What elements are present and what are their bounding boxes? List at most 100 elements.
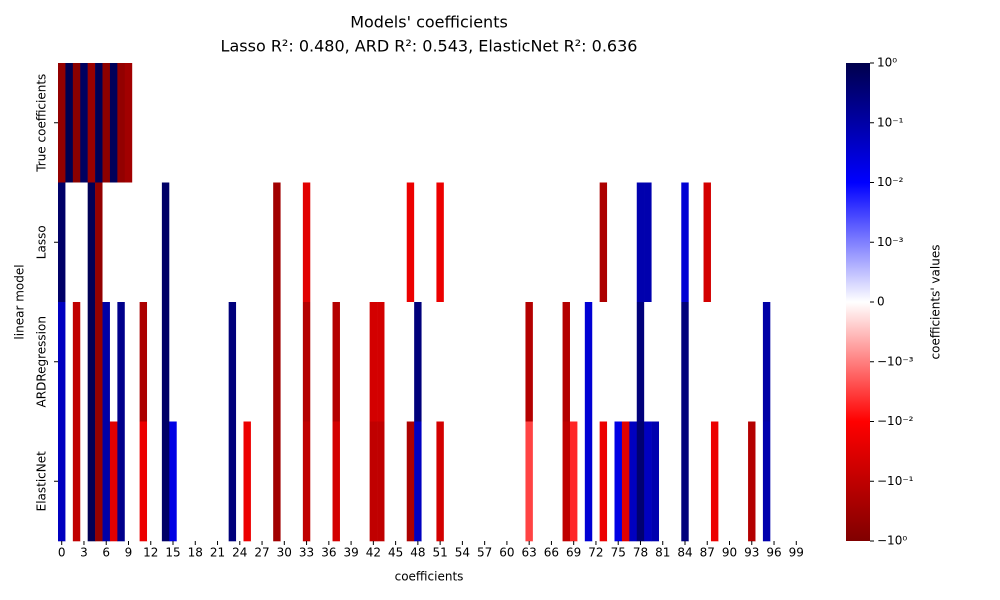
heatmap-cell [777, 421, 786, 542]
x-tick-label: 18 [188, 546, 203, 560]
heatmap-cell [347, 302, 356, 422]
heatmap-cell [733, 182, 741, 303]
heatmap-cell [555, 63, 563, 183]
heatmap-cell [540, 63, 549, 183]
heatmap-cell [176, 421, 185, 542]
x-tick-label: 33 [299, 546, 314, 560]
heatmap-cell [755, 302, 764, 422]
heatmap-cell [770, 182, 779, 303]
heatmap-cell [354, 302, 363, 422]
heatmap-cell [518, 63, 526, 183]
x-tick-label: 39 [343, 546, 358, 560]
heatmap-cell [673, 302, 682, 422]
heatmap-cell [72, 302, 81, 422]
heatmap-cell [206, 63, 215, 183]
heatmap-cell [547, 182, 556, 303]
x-tick-label: 48 [410, 546, 425, 560]
x-axis-label: coefficients [395, 570, 464, 584]
heatmap-cell [569, 182, 578, 303]
heatmap-cell [176, 63, 185, 183]
heatmap-cell [429, 302, 437, 422]
heatmap-cell [629, 302, 638, 422]
heatmap-cell [436, 302, 445, 422]
heatmap-cell [421, 63, 430, 183]
heatmap-cell [569, 421, 578, 542]
heatmap-cell [109, 63, 118, 183]
heatmap-cell [495, 182, 504, 303]
heatmap-cell [488, 182, 497, 303]
heatmap-cell [406, 421, 415, 542]
y-tick-label: ARDRegression [35, 316, 49, 407]
heatmap-cell [369, 182, 378, 303]
heatmap-cell [124, 421, 133, 542]
heatmap-cell [473, 421, 482, 542]
heatmap-cell [451, 421, 459, 542]
heatmap-cell [696, 63, 704, 183]
heatmap-cell [339, 63, 348, 183]
heatmap-cell [147, 63, 155, 183]
heatmap-cell [762, 182, 771, 303]
heatmap-cell [213, 421, 222, 542]
heatmap-cell [725, 302, 734, 422]
heatmap-cell [332, 63, 341, 183]
heatmap-cell [703, 421, 712, 542]
heatmap-cell [184, 302, 192, 422]
x-tick-label: 51 [432, 546, 447, 560]
heatmap-cell [273, 182, 281, 303]
heatmap-cell [703, 302, 712, 422]
heatmap-cell [762, 63, 771, 183]
heatmap-cell [273, 302, 281, 422]
heatmap-cell [599, 182, 608, 303]
heatmap-cell [384, 421, 393, 542]
heatmap-cell [288, 63, 296, 183]
heatmap-cell [666, 302, 675, 422]
heatmap-cell [569, 302, 578, 422]
heatmap-cell [466, 302, 474, 422]
heatmap-cell [95, 421, 103, 542]
heatmap-cell [295, 421, 304, 542]
heatmap-cell [310, 302, 318, 422]
heatmap-cell [584, 302, 593, 422]
heatmap-cell [339, 182, 348, 303]
heatmap-cell [384, 63, 393, 183]
heatmap-cell [273, 421, 281, 542]
heatmap-cell [518, 421, 526, 542]
heatmap-cell [532, 63, 541, 183]
heatmap-cell [688, 63, 697, 183]
heatmap-cell [176, 302, 185, 422]
heatmap-cell [525, 182, 534, 303]
heatmap-cell [562, 182, 571, 303]
heatmap-cell [406, 63, 415, 183]
heatmap-cell [161, 63, 170, 183]
heatmap-cell [518, 182, 526, 303]
heatmap-cell [362, 302, 370, 422]
heatmap-cell [362, 63, 370, 183]
heatmap-cell [785, 182, 793, 303]
heatmap-cell [302, 182, 311, 303]
chart-subtitle: Lasso R²: 0.480, ARD R²: 0.543, ElasticN… [221, 37, 638, 56]
heatmap-cell [525, 421, 534, 542]
heatmap-cell [592, 421, 600, 542]
heatmap-cell [725, 182, 734, 303]
heatmap-cell [414, 182, 422, 303]
heatmap-cell [391, 182, 400, 303]
colorbar-tick-label: 0 [877, 295, 885, 309]
heatmap-cell [139, 182, 148, 303]
heatmap-cell [540, 302, 549, 422]
heatmap-cell [95, 182, 103, 303]
colorbar-tick-label: −10⁻² [877, 414, 914, 428]
heatmap-cell [406, 302, 415, 422]
heatmap-cell [161, 421, 170, 542]
heatmap-cell [629, 63, 638, 183]
heatmap-cell [258, 63, 267, 183]
heatmap-cell [310, 421, 318, 542]
heatmap-cell [347, 421, 356, 542]
colorbar-tick-label: −10⁻³ [877, 354, 914, 368]
y-tick-label: True coefficients [35, 74, 49, 173]
heatmap-cell [466, 182, 474, 303]
heatmap-cell [332, 182, 341, 303]
heatmap-cell [325, 63, 333, 183]
heatmap-cell [198, 302, 207, 422]
heatmap-cell [495, 421, 504, 542]
chart-title: Models' coefficients [350, 13, 508, 32]
